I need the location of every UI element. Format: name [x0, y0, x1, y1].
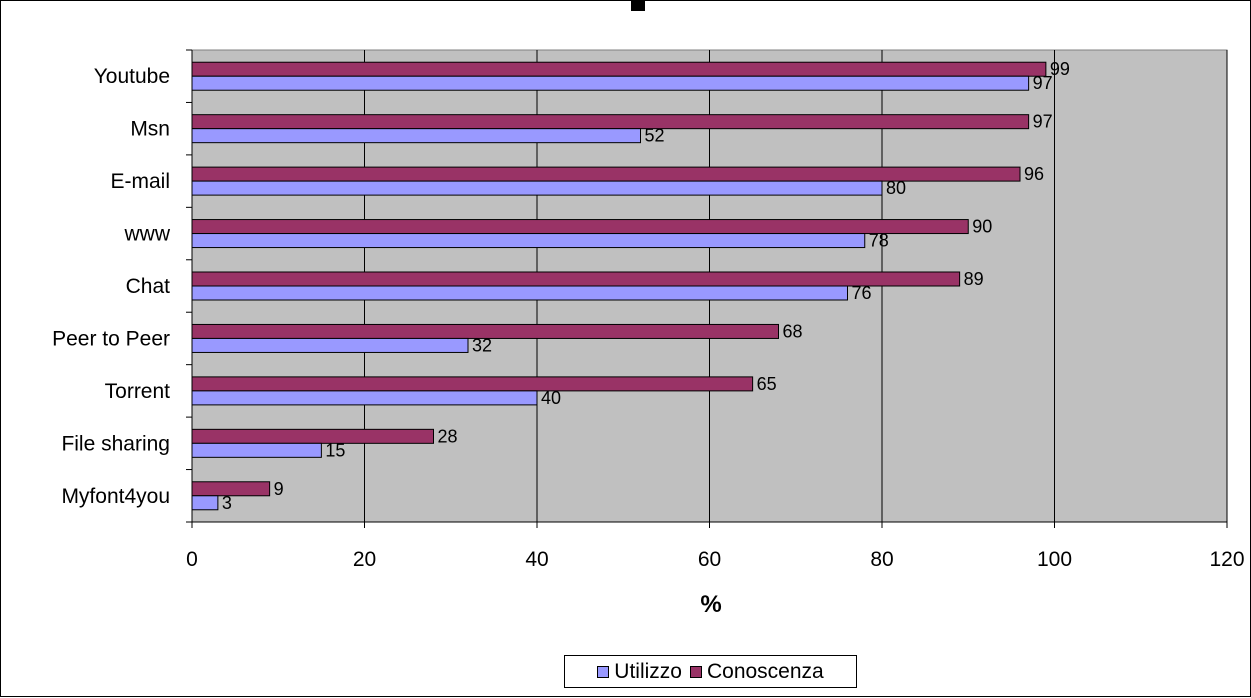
x-tick-label-20: 20	[353, 548, 376, 571]
legend-swatch-conoscenza	[689, 665, 702, 678]
data-label-utilizzo-chat: 76	[852, 283, 872, 303]
bar-utilizzo-myfont4you	[191, 495, 219, 511]
data-label-conoscenza-myfont4you: 9	[274, 479, 284, 499]
bar-conoscenza-msn	[191, 114, 1030, 130]
data-label-conoscenza-www: 90	[972, 217, 992, 237]
category-label-file-sharing: File sharing	[61, 432, 170, 455]
legend-swatch-utilizzo	[597, 665, 610, 678]
data-label-utilizzo-msn: 52	[645, 126, 665, 146]
bar-conoscenza-file-sharing	[191, 428, 434, 444]
title-fragment	[631, 1, 645, 11]
bar-utilizzo-file-sharing	[191, 442, 322, 458]
data-label-conoscenza-msn: 97	[1033, 112, 1053, 132]
x-tick-label-120: 120	[1209, 548, 1244, 571]
legend-label-utilizzo: Utilizzo	[614, 659, 682, 683]
category-label-chat: Chat	[126, 275, 171, 298]
data-label-utilizzo-torrent: 40	[541, 388, 561, 408]
data-label-conoscenza-peer-to-peer: 68	[783, 321, 803, 341]
bar-utilizzo-torrent	[191, 390, 538, 406]
bar-conoscenza-peer-to-peer	[191, 323, 779, 339]
data-label-conoscenza-file-sharing: 28	[438, 426, 458, 446]
x-tick-label-100: 100	[1037, 548, 1072, 571]
legend-item-utilizzo: Utilizzo	[597, 660, 682, 684]
bar-utilizzo-youtube	[191, 75, 1030, 91]
data-label-utilizzo-e-mail: 80	[886, 178, 906, 198]
bar-conoscenza-torrent	[191, 376, 754, 392]
bar-conoscenza-youtube	[191, 61, 1047, 77]
category-label-peer-to-peer: Peer to Peer	[52, 327, 170, 350]
x-tick-label-40: 40	[525, 548, 548, 571]
category-label-torrent: Torrent	[105, 380, 171, 403]
data-label-conoscenza-youtube: 99	[1050, 59, 1070, 79]
data-label-utilizzo-peer-to-peer: 32	[472, 335, 492, 355]
bar-utilizzo-e-mail	[191, 180, 883, 196]
category-label-e-mail: E-mail	[110, 170, 170, 193]
x-tick-label-60: 60	[698, 548, 721, 571]
data-label-utilizzo-www: 78	[869, 231, 889, 251]
bar-conoscenza-myfont4you	[191, 481, 271, 497]
data-label-conoscenza-torrent: 65	[757, 374, 777, 394]
data-label-utilizzo-file-sharing: 15	[325, 440, 345, 460]
bar-conoscenza-chat	[191, 271, 961, 287]
data-label-utilizzo-youtube: 97	[1033, 73, 1053, 93]
data-label-utilizzo-myfont4you: 3	[222, 493, 232, 513]
legend-item-conoscenza: Conoscenza	[689, 659, 824, 684]
bar-utilizzo-msn	[191, 128, 641, 144]
category-label-myfont4you: Myfont4you	[61, 485, 170, 508]
bar-utilizzo-peer-to-peer	[191, 337, 469, 353]
data-label-conoscenza-e-mail: 96	[1024, 164, 1044, 184]
x-tick-label-0: 0	[186, 548, 198, 571]
category-label-www: www	[124, 223, 171, 246]
x-axis-title: %	[700, 591, 722, 618]
data-label-conoscenza-chat: 89	[964, 269, 984, 289]
category-label-msn: Msn	[130, 118, 170, 141]
bar-utilizzo-chat	[191, 285, 848, 301]
bar-conoscenza-www	[191, 219, 969, 235]
x-tick-label-80: 80	[870, 548, 893, 571]
legend-label-conoscenza: Conoscenza	[706, 659, 824, 683]
category-label-youtube: Youtube	[94, 65, 170, 88]
bar-utilizzo-www	[191, 233, 866, 249]
legend: Utilizzo Conoscenza	[564, 655, 857, 688]
